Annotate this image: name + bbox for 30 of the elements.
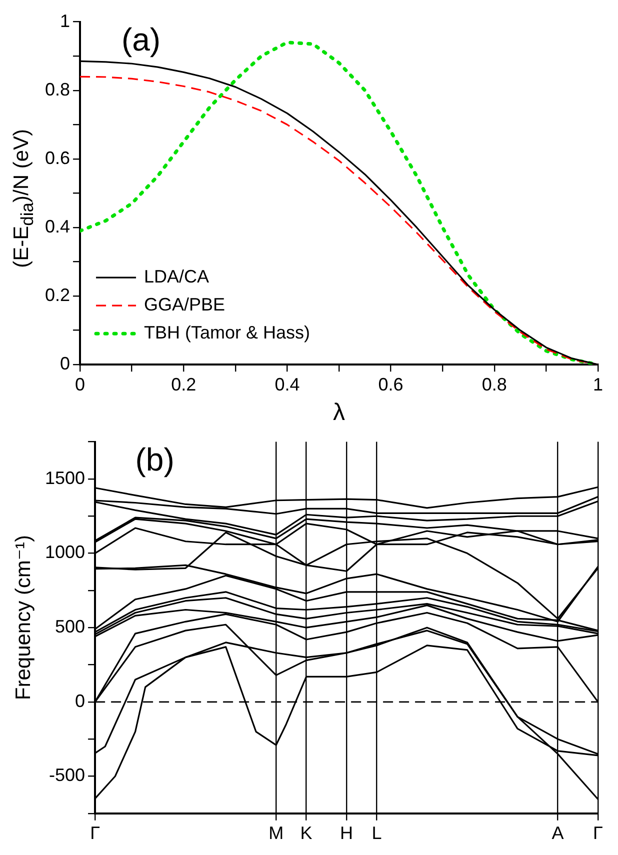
x-tick-label: 0.8 [482,374,507,394]
x-tick-label: 0.4 [274,374,300,394]
x-tick-label: L [372,823,382,844]
y-tick-label: 1 [60,10,70,31]
x-axis-title: λ [333,399,346,426]
y-tick-label: 0 [75,690,86,711]
annotation: (a) [121,22,161,58]
y-tick-label: -500 [49,765,86,786]
x-tick-label: 1 [592,374,604,394]
x-tick-label: 0.2 [171,374,196,394]
annotation: (b) [135,442,174,478]
y-tick-label: 0.2 [44,285,70,306]
y-tick-label: 1000 [44,542,86,562]
x-tick-label: 0.6 [378,374,404,394]
x-tick-label: Γ [593,823,604,844]
y-tick-label: 0.4 [44,216,70,236]
y-tick-label: 0.6 [44,148,70,168]
x-tick-label: H [340,823,354,844]
x-tick-label: Γ [90,823,100,844]
y-tick-label: 1500 [44,468,86,488]
y-tick-label: 500 [54,616,86,637]
legend-label: TBH (Tamor & Hass) [144,322,310,343]
x-tick-label: M [268,823,284,844]
x-tick-label: A [552,823,564,844]
legend-label: GGA/PBE [144,294,226,315]
y-tick-label: 0 [60,354,70,374]
y-axis-title: Frequency (cm⁻¹) [12,535,36,701]
y-tick-label: 0.8 [44,79,70,100]
x-tick-label: K [300,823,312,844]
legend-label: LDA/CA [144,266,210,287]
